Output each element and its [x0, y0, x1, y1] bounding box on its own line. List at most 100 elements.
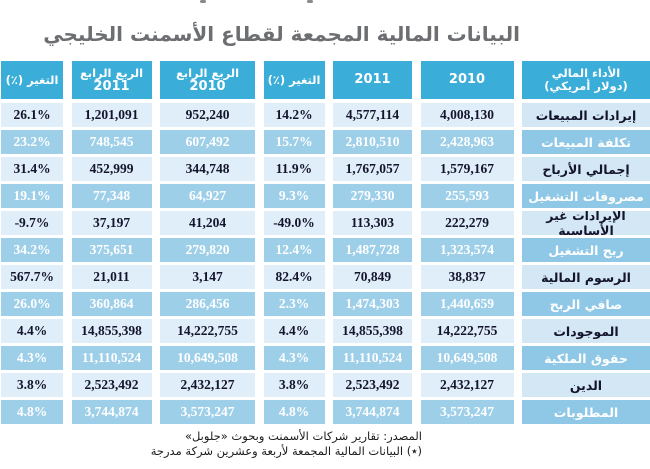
cell-2011: 279,330 [333, 184, 412, 208]
cell-change-quarter: 31.4% [1, 157, 63, 181]
cell-2010: 1,440,659 [420, 292, 514, 316]
cell-change-quarter: 19.1% [1, 184, 63, 208]
cell-change-annual: 4.4% [263, 319, 325, 343]
cell-2010: 4,008,130 [420, 103, 514, 127]
cell-2010: 2,428,963 [420, 130, 514, 154]
cell-change-annual: -49.0% [263, 211, 325, 235]
cell-change-quarter: 23.2% [1, 130, 63, 154]
cell-2011: 113,303 [333, 211, 412, 235]
cell-2011: 1,487,728 [333, 238, 412, 262]
cell-q4-2011: 1,201,091 [71, 103, 152, 127]
cell-change-quarter: -9.7% [1, 211, 63, 235]
row-label: الموجودات [522, 319, 650, 343]
cell-change-quarter: 567.7% [1, 265, 63, 289]
cell-q4-2011: 452,999 [71, 157, 152, 181]
header-label-line2: (دولار أمريكي) [544, 79, 628, 93]
cell-q4-2010: 14,222,755 [160, 319, 255, 343]
row-label: المطلوبات [522, 400, 650, 424]
table-row: الدين 2,432,127 2,523,492 3.8% 2,432,127 2,52… [0, 373, 650, 397]
cell-2011: 1,767,057 [333, 157, 412, 181]
cell-2010: 2,432,127 [420, 373, 514, 397]
cell-q4-2011: 360,864 [71, 292, 152, 316]
page-title: البيانات المالية المجمعة لقطاع الأسمنت ا… [43, 22, 520, 46]
cell-change-annual: 2.3% [263, 292, 325, 316]
row-label: تكلفة المبيعات [522, 130, 650, 154]
header-q4-2010: الربع الرابع 2010 [160, 61, 255, 99]
header-change-annual: التغير (٪) [263, 61, 325, 99]
cell-q4-2011: 37,197 [71, 211, 152, 235]
cell-2011: 11,110,524 [333, 346, 412, 370]
cell-q4-2010: 2,432,127 [160, 373, 255, 397]
cell-change-quarter: 26.1% [1, 103, 63, 127]
header-2011: 2011 [333, 61, 412, 99]
cell-2010: 14,222,755 [420, 319, 514, 343]
cell-q4-2011: 375,651 [71, 238, 152, 262]
cell-2011: 2,523,492 [333, 373, 412, 397]
cell-q4-2010: 41,204 [160, 211, 255, 235]
table-row: صافي الربح 1,440,659 1,474,303 2.3% 286,456 3… [0, 292, 650, 316]
financial-table: الأداء المالي (دولار أمريكي) 2010 2011 ا… [0, 61, 650, 427]
row-label: الإيرادات غير الأساسية [522, 211, 650, 235]
cell-q4-2010: 64,927 [160, 184, 255, 208]
table-row: إجمالي الأرباح 1,579,167 1,767,057 11.9% 344… [0, 157, 650, 181]
cell-change-annual: 11.9% [263, 157, 325, 181]
cell-q4-2011: 21,011 [71, 265, 152, 289]
cropped-text-remnant [200, 0, 206, 3]
table-row: حقوق الملكية 10,649,508 11,110,524 4.3% 10,6… [0, 346, 650, 370]
cell-2011: 2,810,510 [333, 130, 412, 154]
cell-2011: 3,744,874 [333, 400, 412, 424]
cell-q4-2011: 2,523,492 [71, 373, 152, 397]
table-body: إيرادات المبيعات 4,008,130 4,577,114 14.2% 9… [0, 103, 650, 424]
cell-q4-2010: 279,820 [160, 238, 255, 262]
cell-q4-2010: 10,649,508 [160, 346, 255, 370]
cell-2010: 222,279 [420, 211, 514, 235]
cell-q4-2010: 344,748 [160, 157, 255, 181]
table-row: ربح التشغيل 1,323,574 1,487,728 12.4% 279,82… [0, 238, 650, 262]
table-header-row: الأداء المالي (دولار أمريكي) 2010 2011 ا… [0, 61, 650, 99]
table-row: إيرادات المبيعات 4,008,130 4,577,114 14.2% 9… [0, 103, 650, 127]
cell-change-annual: 4.8% [263, 400, 325, 424]
cell-q4-2010: 607,492 [160, 130, 255, 154]
cell-change-annual: 82.4% [263, 265, 325, 289]
cell-change-quarter: 26.0% [1, 292, 63, 316]
cell-q4-2010: 286,456 [160, 292, 255, 316]
header-q4-2011: الربع الرابع 2011 [71, 61, 152, 99]
cell-q4-2011: 748,545 [71, 130, 152, 154]
cell-change-quarter: 3.8% [1, 373, 63, 397]
cell-change-annual: 12.4% [263, 238, 325, 262]
cell-q4-2011: 77,348 [71, 184, 152, 208]
cell-2010: 255,593 [420, 184, 514, 208]
row-label: صافي الربح [522, 292, 650, 316]
cell-2010: 38,837 [420, 265, 514, 289]
row-label: إجمالي الأرباح [522, 157, 650, 181]
table-row: الرسوم المالية 38,837 70,849 82.4% 3,147 21,0… [0, 265, 650, 289]
header-2010: 2010 [420, 61, 514, 99]
cell-2010: 1,323,574 [420, 238, 514, 262]
row-label: الرسوم المالية [522, 265, 650, 289]
cell-2010: 10,649,508 [420, 346, 514, 370]
row-label: حقوق الملكية [522, 346, 650, 370]
cell-2011: 1,474,303 [333, 292, 412, 316]
cell-change-quarter: 34.2% [1, 238, 63, 262]
cell-q4-2010: 952,240 [160, 103, 255, 127]
cell-change-annual: 14.2% [263, 103, 325, 127]
cell-change-quarter: 4.8% [1, 400, 63, 424]
header-financial-performance: الأداء المالي (دولار أمريكي) [522, 61, 650, 99]
note-line: (٭) البيانات المالية المجمعة لأربعة وعشر… [150, 444, 422, 458]
cell-2010: 1,579,167 [420, 157, 514, 181]
cell-q4-2010: 3,573,247 [160, 400, 255, 424]
table-footnote: المصدر: تقارير شركات الأسمنت وبحوث «جلوب… [151, 429, 422, 459]
cell-q4-2011: 14,855,398 [71, 319, 152, 343]
cell-q4-2010: 3,147 [160, 265, 255, 289]
cell-2011: 14,855,398 [333, 319, 412, 343]
source-line: المصدر: تقارير شركات الأسمنت وبحوث «جلوب… [184, 429, 422, 443]
header-change-quarter: التغير (٪) [1, 61, 63, 99]
cell-change-quarter: 4.4% [1, 319, 63, 343]
table-row: مصروفات التشغيل 255,593 279,330 9.3% 64,927 7… [0, 184, 650, 208]
cropped-text-remnant [307, 0, 313, 3]
cell-2011: 70,849 [333, 265, 412, 289]
table-row: تكلفة المبيعات 2,428,963 2,810,510 15.7% 607… [0, 130, 650, 154]
table-row: المطلوبات 3,573,247 3,744,874 4.8% 3,573,247… [0, 400, 650, 424]
row-label: إيرادات المبيعات [522, 103, 650, 127]
